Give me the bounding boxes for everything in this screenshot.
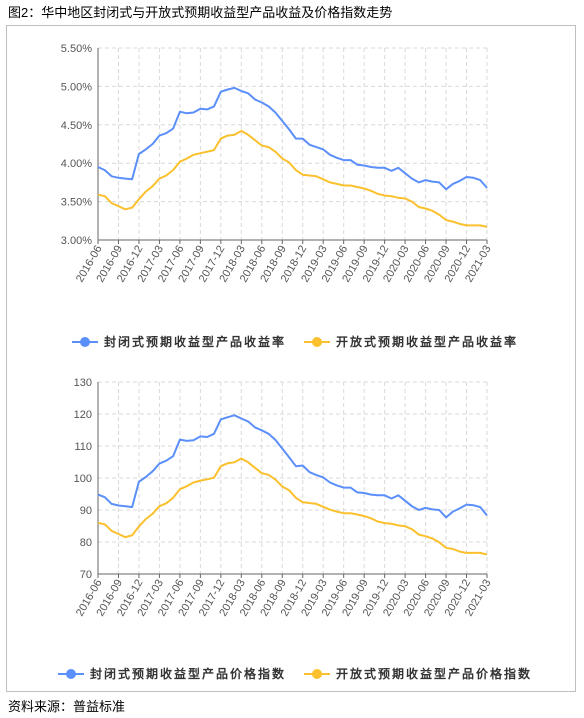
y-tick-label: 80	[80, 537, 92, 549]
y-tick-label: 70	[80, 569, 92, 581]
y-tick-label: 5.50%	[61, 43, 92, 55]
figure-title: 图2：华中地区封闭式与开放式预期收益型产品收益及价格指数走势	[8, 5, 393, 20]
series-line-closed	[97, 86, 488, 191]
legend-label: 封闭式预期收益型产品收益率	[104, 334, 286, 349]
legend-label: 封闭式预期收益型产品价格指数	[90, 666, 286, 681]
legend-label: 开放式预期收益型产品收益率	[336, 334, 518, 349]
legend-label: 开放式预期收益型产品价格指数	[336, 666, 532, 681]
y-tick-label: 130	[74, 377, 92, 389]
y-tick-label: 4.00%	[61, 158, 92, 170]
series-line-open	[97, 457, 488, 556]
y-tick-label: 100	[74, 473, 92, 485]
legend-swatch-marker	[312, 337, 322, 347]
y-tick-label: 120	[74, 409, 92, 421]
chart-2: 7080901001101201302016-062016-092016-122…	[58, 377, 532, 681]
y-tick-label: 3.00%	[61, 235, 92, 247]
series-line-closed	[97, 414, 488, 519]
legend-swatch-marker	[66, 669, 76, 679]
legend-swatch-marker	[312, 669, 322, 679]
legend-swatch-marker	[80, 337, 90, 347]
source-note: 资料来源：普益标准	[8, 699, 126, 714]
y-tick-label: 3.50%	[61, 197, 92, 209]
y-tick-label: 90	[80, 505, 92, 517]
chart-1: 3.00%3.50%4.00%4.50%5.00%5.50%2016-06201…	[61, 43, 518, 349]
series-line-open	[97, 129, 488, 228]
y-tick-label: 4.50%	[61, 120, 92, 132]
chart-frame	[6, 25, 576, 692]
y-tick-label: 5.00%	[61, 81, 92, 93]
y-tick-label: 110	[74, 441, 92, 453]
